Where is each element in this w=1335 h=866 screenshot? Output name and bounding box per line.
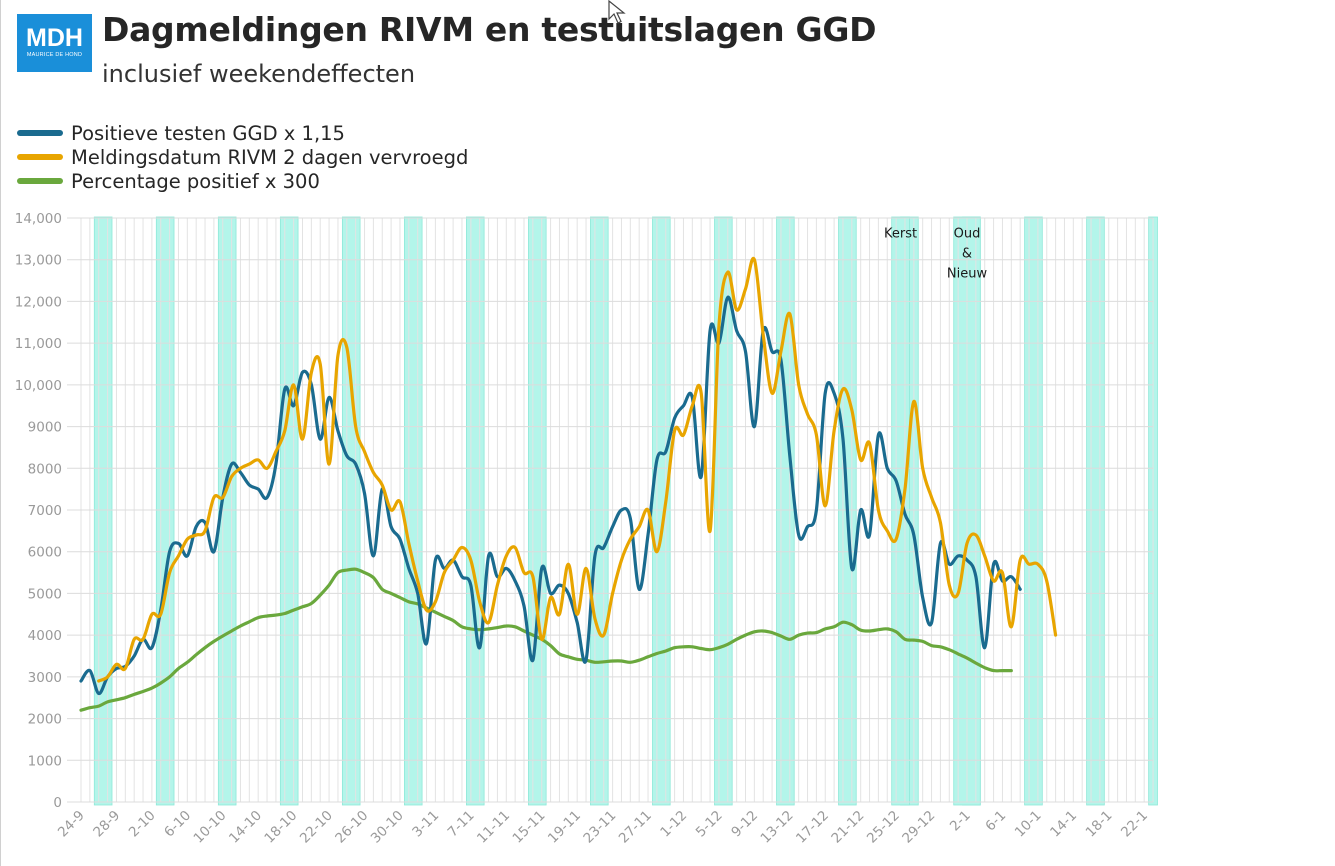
annotation-label: & — [962, 247, 972, 262]
legend-item-rivm: Meldingsdatum RIVM 2 dagen vervroegd — [17, 145, 468, 169]
legend-label-percentage: Percentage positief x 300 — [71, 169, 320, 193]
x-tick-label: 10-1 — [1012, 808, 1045, 841]
series-line-rivm — [97, 256, 1058, 683]
y-tick-label: 1000 — [28, 753, 62, 769]
y-tick-label: 6000 — [28, 545, 62, 561]
y-tick-label: 12,000 — [15, 294, 62, 310]
x-tick-label: 1-12 — [657, 808, 690, 841]
y-tick-label: 4000 — [28, 628, 62, 644]
y-tick-label: 0 — [53, 795, 62, 811]
chart-plot: 0 1000 2000 3000 4000 5000 6000 7000 8000 9000 10,… — [15, 211, 1158, 847]
chart-subtitle: inclusief weekendeffecten — [102, 60, 416, 88]
y-tick-label: 14,000 — [15, 211, 62, 227]
x-tick-label: 18-10 — [261, 808, 300, 847]
legend-label-ggd: Positieve testen GGD x 1,15 — [71, 121, 345, 145]
x-tick-label: 27-11 — [616, 808, 655, 847]
x-tick-label: 14-1 — [1047, 808, 1080, 841]
x-tick-label: 18-1 — [1083, 808, 1116, 841]
weekend-band — [590, 216, 609, 806]
x-tick-label: 24-9 — [55, 808, 88, 841]
x-tick-label: 23-11 — [580, 808, 619, 847]
x-axis-ticks: 24-9 28-9 2-10 6-1010-1014-1018-1022-1026-1… — [55, 808, 1151, 847]
logo-text: MDH — [26, 24, 83, 52]
x-tick-label: 19-11 — [545, 808, 584, 847]
y-tick-label: 2000 — [28, 712, 62, 728]
x-tick-label: 17-12 — [793, 808, 832, 847]
y-tick-label: 10,000 — [15, 378, 62, 394]
weekend-band — [1086, 216, 1105, 806]
series-lines — [79, 256, 1058, 712]
x-tick-label: 11-11 — [474, 808, 513, 847]
y-tick-label: 13,000 — [15, 253, 62, 269]
weekend-band — [776, 216, 795, 806]
y-tick-label: 11,000 — [15, 336, 62, 352]
annotation-label: Nieuw — [947, 267, 988, 282]
weekend-band — [341, 216, 361, 806]
series-line-percentage — [79, 567, 1013, 712]
x-tick-label: 21-12 — [828, 808, 867, 847]
x-tick-label: 26-10 — [332, 808, 371, 847]
weekend-band — [466, 216, 485, 806]
y-tick-label: 5000 — [28, 586, 62, 602]
x-tick-label: 2-10 — [126, 808, 159, 841]
chart-title: Dagmeldingen RIVM en testuitslagen GGD — [102, 10, 877, 49]
x-tick-label: 13-12 — [758, 808, 797, 847]
legend-swatch-rivm — [17, 154, 63, 160]
annotation-label: Kerst — [884, 227, 917, 242]
annotations: Kerst Oud & Nieuw — [884, 227, 987, 282]
x-tick-label: 14-10 — [226, 808, 265, 847]
x-tick-label: 28-9 — [90, 808, 123, 841]
weekend-band — [155, 216, 175, 806]
legend-label-rivm: Meldingsdatum RIVM 2 dagen vervroegd — [71, 145, 469, 169]
weekend-band — [714, 216, 733, 806]
x-tick-label: 3-11 — [409, 808, 442, 841]
series-line-ggd — [79, 295, 1022, 696]
x-tick-label: 7-11 — [445, 808, 478, 841]
weekend-band — [93, 216, 113, 806]
annotation-label: Oud — [954, 227, 981, 242]
x-tick-label: 6-10 — [161, 808, 194, 841]
legend-item-percentage: Percentage positief x 300 — [17, 169, 468, 193]
weekend-band — [279, 216, 299, 806]
x-tick-label: 6-1 — [982, 808, 1009, 835]
x-tick-label: 5-12 — [693, 808, 726, 841]
legend-item-ggd: Positieve testen GGD x 1,15 — [17, 121, 468, 145]
legend-swatch-percentage — [17, 178, 63, 184]
x-tick-label: 10-10 — [191, 808, 230, 847]
grid-lines — [67, 217, 1154, 803]
y-tick-label: 8000 — [28, 461, 62, 477]
weekend-shading — [93, 216, 1158, 806]
chart-legend: Positieve testen GGD x 1,15 Meldingsdatu… — [17, 121, 468, 193]
x-tick-label: 29-12 — [899, 808, 938, 847]
x-tick-label: 2-1 — [947, 808, 974, 835]
x-tick-label: 25-12 — [864, 808, 903, 847]
y-tick-label: 7000 — [28, 503, 62, 519]
x-tick-label: 15-11 — [509, 808, 548, 847]
y-tick-label: 3000 — [28, 670, 62, 686]
image-border — [0, 0, 1, 866]
x-tick-label: 9-12 — [728, 808, 761, 841]
logo-subtext: MAURICE DE HOND — [26, 52, 83, 58]
y-axis-ticks: 0 1000 2000 3000 4000 5000 6000 7000 8000 9000 10,… — [15, 211, 62, 811]
y-tick-label: 9000 — [28, 420, 62, 436]
x-tick-label: 30-10 — [368, 808, 407, 847]
x-tick-label: 22-10 — [297, 808, 336, 847]
weekend-band — [1024, 216, 1043, 806]
weekend-band — [652, 216, 671, 806]
x-tick-label: 22-1 — [1118, 808, 1151, 841]
weekend-band — [528, 216, 547, 806]
mdh-logo: MDH MAURICE DE HOND — [17, 14, 92, 72]
weekend-band — [403, 216, 423, 806]
legend-swatch-ggd — [17, 130, 63, 136]
mouse-cursor-icon — [608, 0, 626, 24]
